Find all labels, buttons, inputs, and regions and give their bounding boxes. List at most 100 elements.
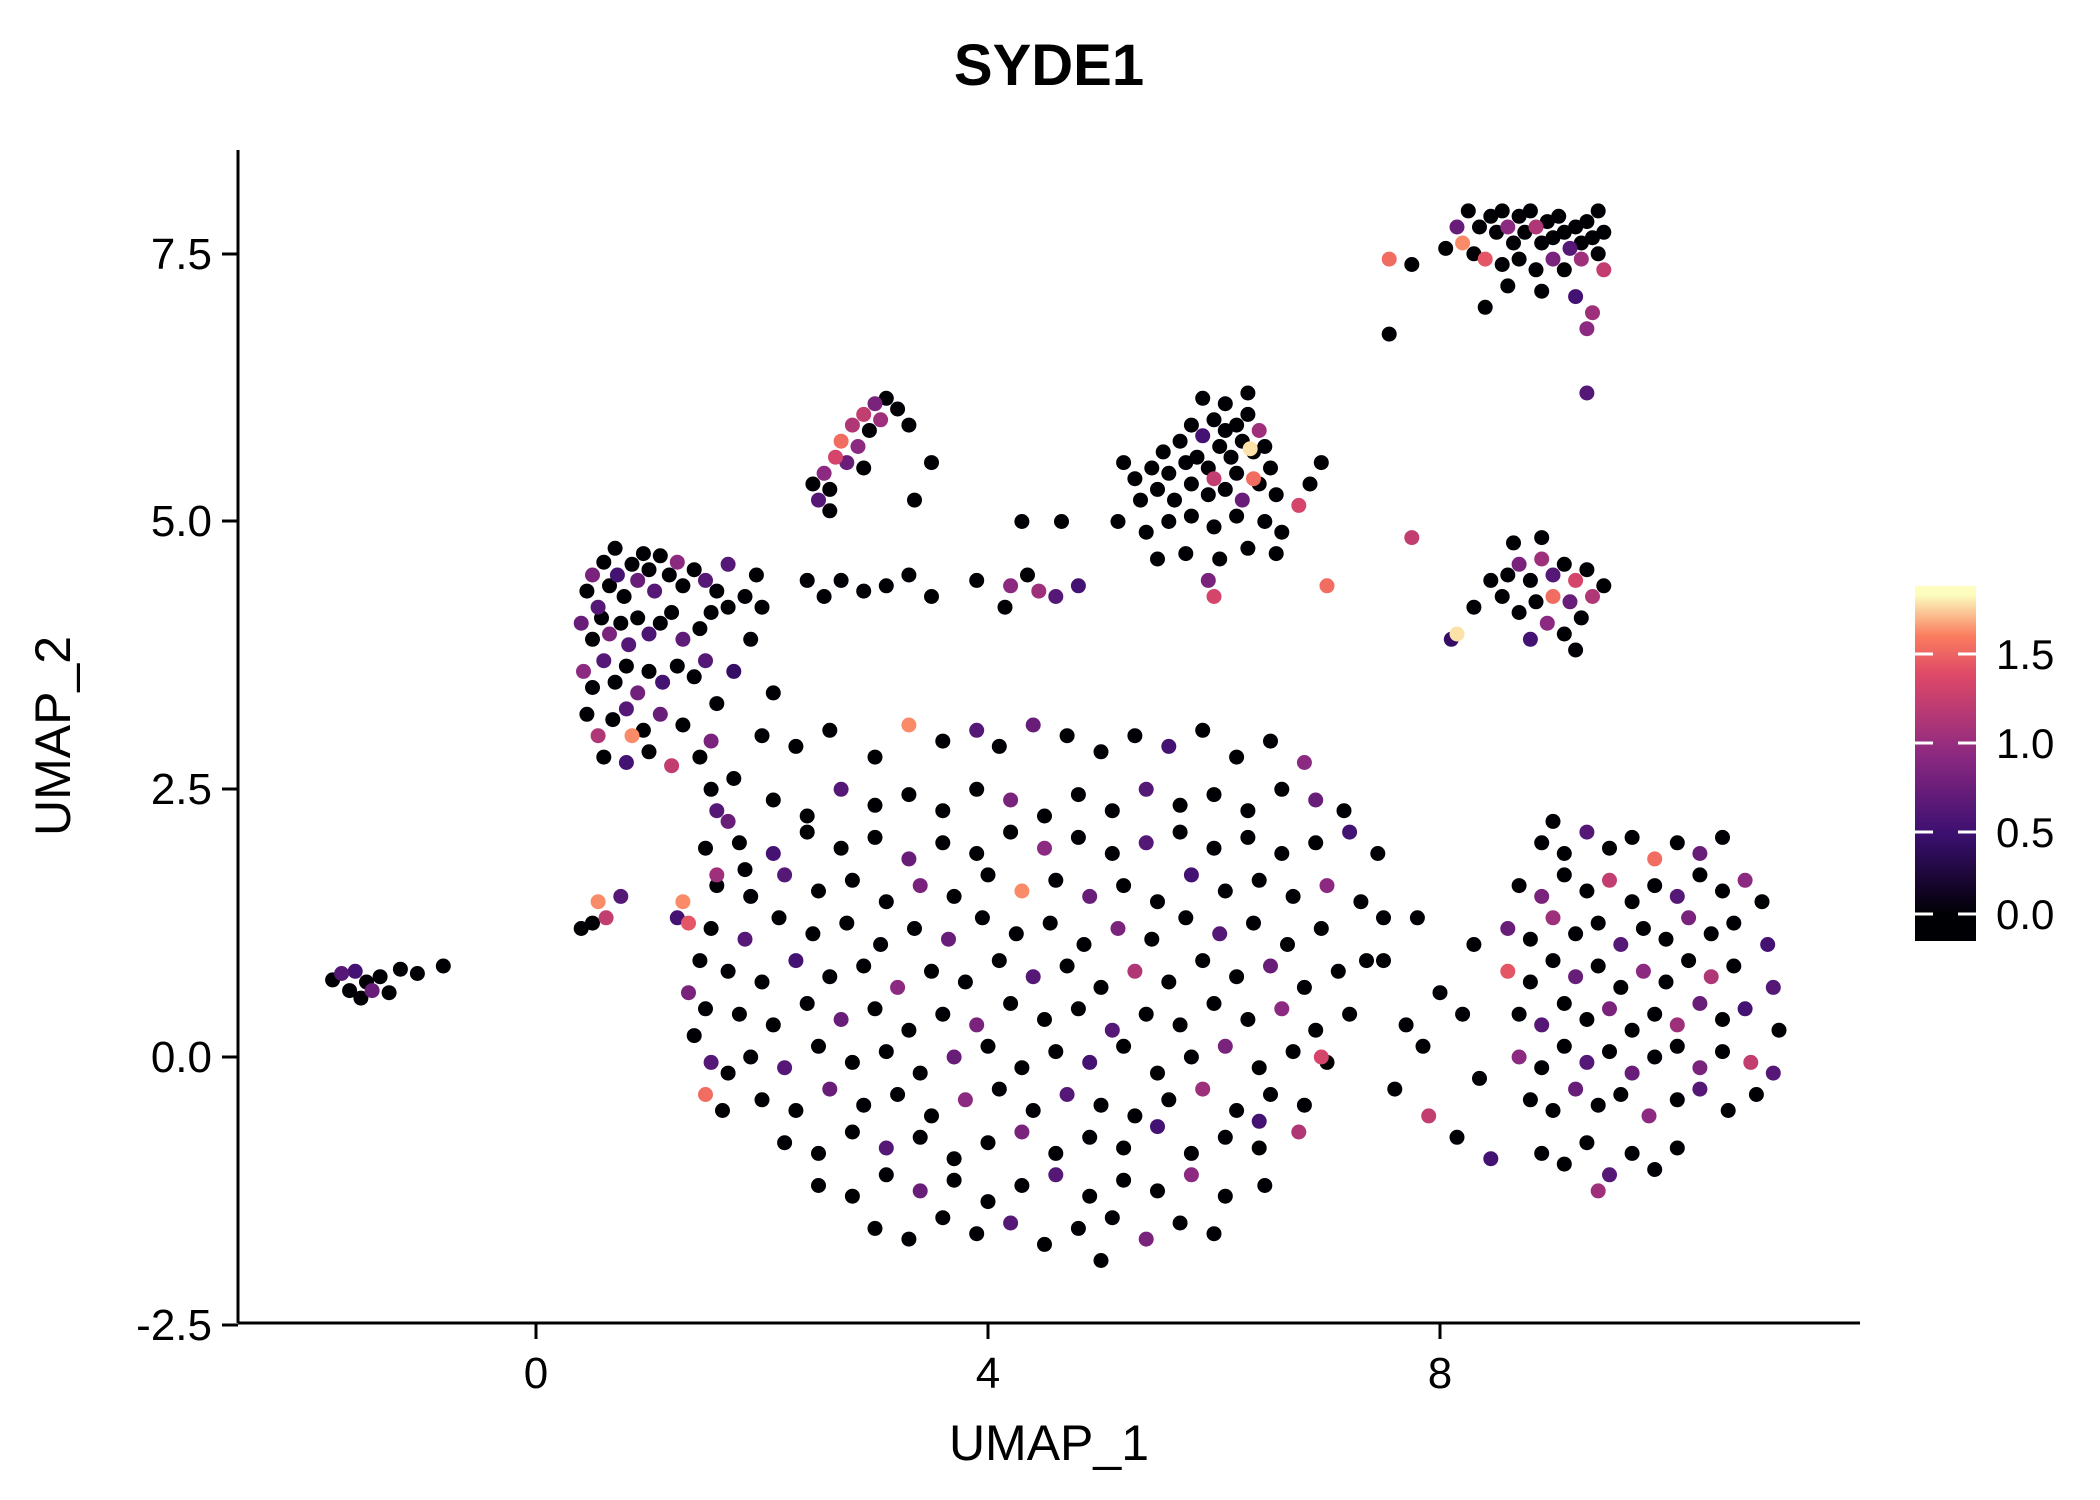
data-point [1624,829,1640,845]
data-point [1381,326,1397,342]
data-point [1624,1022,1640,1038]
data-point [709,696,725,712]
data-point [1076,937,1092,952]
data-point [1048,1044,1064,1060]
data-point [777,1135,793,1151]
data-point [1613,1087,1629,1102]
data-point [924,455,939,471]
data-point [1624,894,1640,910]
data-point [1246,471,1261,487]
data-point [1522,631,1538,647]
data-point [737,931,753,947]
data-point [1511,556,1527,572]
data-point [1155,444,1171,460]
data-point [576,663,591,679]
data-point [844,417,860,433]
data-point [1183,508,1199,524]
data-point [941,931,956,947]
data-point [635,722,651,738]
data-point [1579,1135,1595,1151]
data-point [901,717,917,733]
data-point [1178,910,1194,926]
data-point [1116,1140,1132,1156]
data-point [1037,1236,1052,1252]
data-point [1466,599,1482,615]
data-point [957,1092,973,1108]
data-point [743,631,759,647]
data-point [1003,996,1019,1011]
data-point [618,658,634,674]
data-point [771,910,787,926]
data-point [1455,1006,1471,1022]
data-point [1144,931,1160,947]
data-point [1082,1129,1098,1145]
data-point [1229,465,1245,481]
data-point [901,851,917,867]
data-point [1195,1081,1211,1097]
data-point [681,985,696,1001]
y-tick-label: 7.5 [151,230,212,279]
data-point [1240,406,1256,422]
data-point [1183,867,1199,883]
data-point [856,1097,872,1113]
data-point [1082,1188,1098,1204]
data-point [1415,1038,1431,1054]
data-point [1195,428,1211,444]
data-point [1195,390,1211,406]
data-point [1590,915,1606,931]
data-point [1059,1087,1075,1102]
x-tick-label: 4 [976,1349,1000,1398]
data-point [1217,481,1233,497]
data-point [1212,926,1228,942]
data-point [1161,974,1177,990]
data-point [709,878,725,894]
data-point [1172,797,1188,813]
data-point [1590,203,1606,219]
data-point [1500,567,1516,583]
data-point [839,915,855,931]
data-point [1681,953,1697,969]
data-point [579,706,595,722]
data-point [1421,1108,1437,1124]
data-point [1438,240,1454,256]
data-point [822,503,838,519]
data-point [737,589,753,604]
data-point [1534,283,1550,299]
data-point [1167,492,1182,508]
data-point [585,631,600,647]
data-point [607,540,623,556]
data-point [1568,969,1584,985]
data-point [607,674,623,690]
data-point [1240,1012,1256,1027]
data-point [1534,1145,1550,1161]
data-point [1263,733,1278,749]
data-point [1500,921,1516,936]
data-point [1150,1119,1165,1135]
data-point [788,738,804,754]
data-point [873,937,889,952]
data-point [1059,958,1075,974]
data-point [1308,835,1324,851]
data-point [844,1054,860,1070]
data-point [1223,449,1239,465]
data-point [1195,953,1211,969]
data-point [669,910,685,926]
data-point [1257,514,1273,529]
data-point [1658,931,1674,947]
data-point [1556,556,1572,572]
data-point [1715,829,1730,845]
data-point [850,439,866,454]
data-point [1093,1097,1109,1113]
data-point [946,1049,962,1065]
data-point [1285,1044,1301,1060]
data-point [1556,996,1572,1011]
data-point [844,1124,860,1140]
data-point [878,390,894,406]
data-point [613,888,629,904]
data-point [969,1017,985,1033]
data-point [1511,1049,1527,1065]
data-point [1296,1097,1312,1113]
data-point [1556,626,1572,642]
colorbar-legend: 1.5 1.0 0.5 0.0 [1915,586,2054,941]
